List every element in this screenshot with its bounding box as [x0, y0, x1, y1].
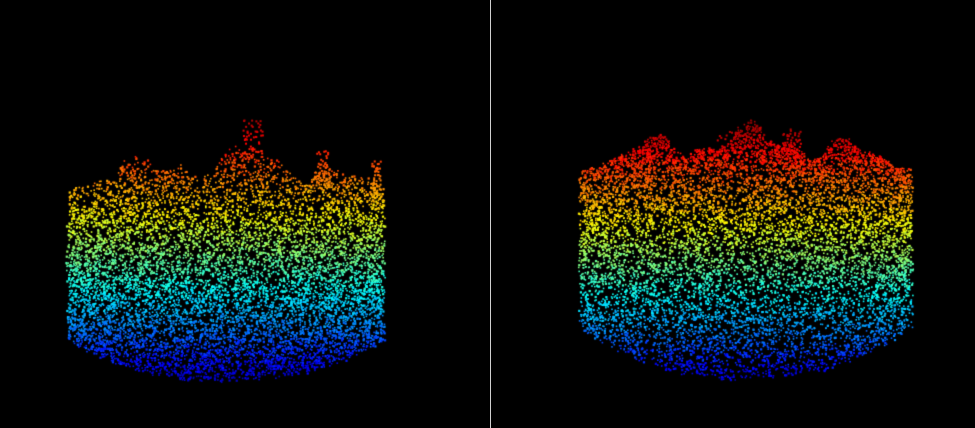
left-point-cloud-canvas[interactable]	[0, 0, 490, 428]
panel-divider	[490, 0, 491, 428]
left-point-cloud-panel[interactable]	[0, 0, 490, 428]
right-point-cloud-panel[interactable]	[491, 0, 975, 428]
right-point-cloud-canvas[interactable]	[491, 0, 975, 428]
